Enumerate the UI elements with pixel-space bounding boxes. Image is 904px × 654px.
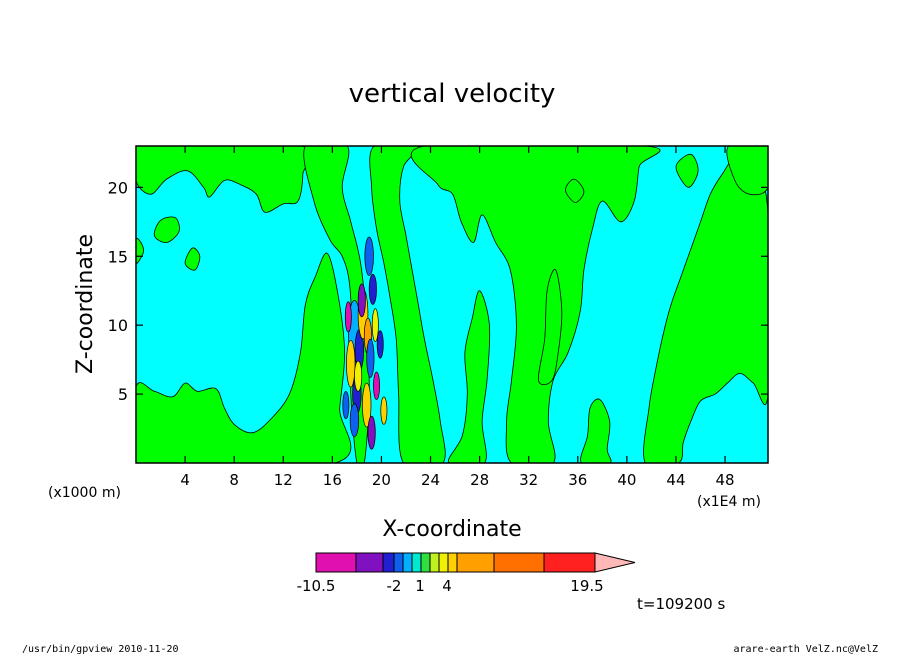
colorbar-tick-label: 19.5 bbox=[570, 577, 603, 595]
colorbar-segment bbox=[420, 552, 431, 573]
plot-frame bbox=[135, 145, 769, 464]
x-tick-label: 28 bbox=[470, 471, 489, 489]
updraft-cell bbox=[362, 382, 372, 428]
y-axis: 5 10 15 20 bbox=[108, 178, 768, 404]
positive-region-plume-right bbox=[369, 146, 446, 463]
x-tick-label: 16 bbox=[323, 471, 342, 489]
positive-region-center-right bbox=[410, 146, 661, 463]
x-unit-left: (x1000 m) bbox=[48, 485, 121, 501]
x-axis-label: X-coordinate bbox=[382, 517, 521, 542]
colorbar-tick-label: -2 bbox=[387, 577, 402, 595]
colorbar-segment bbox=[429, 552, 440, 573]
updraft-cell bbox=[376, 330, 384, 359]
x-tick-label: 48 bbox=[716, 471, 735, 489]
chart-title: vertical velocity bbox=[349, 79, 556, 109]
colorbar-segment bbox=[493, 552, 545, 573]
updraft-cell bbox=[346, 339, 356, 388]
y-tick-label: 10 bbox=[108, 316, 128, 335]
x-tick-label: 40 bbox=[617, 471, 636, 489]
y-tick-label: 20 bbox=[108, 178, 128, 197]
colorbar-segment bbox=[315, 552, 357, 573]
updraft-cell bbox=[371, 308, 379, 343]
updraft-cell bbox=[373, 371, 380, 400]
colorbar-tick-label: 1 bbox=[415, 577, 425, 595]
positive-region-finger bbox=[447, 290, 491, 463]
colorbar-arrow bbox=[594, 552, 636, 573]
colorbar-segment bbox=[438, 552, 449, 573]
positive-region-upper-left bbox=[136, 146, 314, 213]
updraft-cell bbox=[354, 360, 363, 392]
x-tick-label: 24 bbox=[421, 471, 440, 489]
positive-region-small bbox=[153, 216, 180, 243]
footer-left: /usr/bin/gpview 2010-11-20 bbox=[22, 644, 179, 654]
colorbar-tick-labels: -10.5 -2 1 4 19.5 bbox=[297, 577, 604, 595]
positive-region-small bbox=[675, 153, 699, 188]
x-tick-label: 8 bbox=[229, 471, 239, 489]
colorbar bbox=[315, 552, 636, 573]
colorbar-segment bbox=[543, 552, 596, 573]
colorbar-tick-label: -10.5 bbox=[297, 577, 336, 595]
x-tick-label: 20 bbox=[372, 471, 391, 489]
colorbar-segment bbox=[382, 552, 395, 573]
colorbar-segment bbox=[393, 552, 404, 573]
contour-fill-layer bbox=[136, 146, 768, 463]
positive-region-top-right bbox=[726, 146, 768, 196]
y-tick-label: 15 bbox=[108, 247, 128, 266]
colorbar-segment bbox=[355, 552, 384, 573]
updraft-cell bbox=[366, 338, 375, 378]
positive-region-lower-left bbox=[136, 252, 352, 463]
updraft-cell bbox=[349, 403, 360, 438]
updraft-cell bbox=[364, 236, 374, 276]
updraft-cell bbox=[342, 390, 350, 420]
x-tick-label: 36 bbox=[568, 471, 587, 489]
colorbar-segment bbox=[402, 552, 413, 573]
x-tick-label: 4 bbox=[180, 471, 190, 489]
x-tick-label: 32 bbox=[519, 471, 538, 489]
x-tick-label: 12 bbox=[274, 471, 293, 489]
x-axis: 4 8 12 16 20 24 28 32 36 40 44 48 bbox=[180, 146, 735, 489]
colorbar-segment bbox=[411, 552, 422, 573]
positive-region-small bbox=[184, 247, 201, 271]
footer-right: arare-earth_VelZ.nc@VelZ bbox=[734, 644, 879, 654]
colorbar-segment bbox=[447, 552, 458, 573]
colorbar-tick-label: 4 bbox=[442, 577, 452, 595]
updraft-cell bbox=[368, 273, 377, 305]
updraft-cell bbox=[344, 301, 352, 333]
y-axis-label: Z-coordinate bbox=[73, 234, 98, 374]
y-tick-label: 5 bbox=[118, 385, 128, 404]
colorbar-segment bbox=[456, 552, 495, 573]
updraft-cell bbox=[380, 396, 388, 425]
updraft-cell bbox=[357, 283, 366, 318]
time-label: t=109200 s bbox=[637, 595, 725, 613]
positive-region-small bbox=[565, 178, 585, 203]
positive-region-finger bbox=[537, 269, 563, 386]
x-tick-label: 44 bbox=[666, 471, 685, 489]
x-unit-right: (x1E4 m) bbox=[697, 494, 761, 510]
updraft-cell bbox=[367, 415, 376, 450]
